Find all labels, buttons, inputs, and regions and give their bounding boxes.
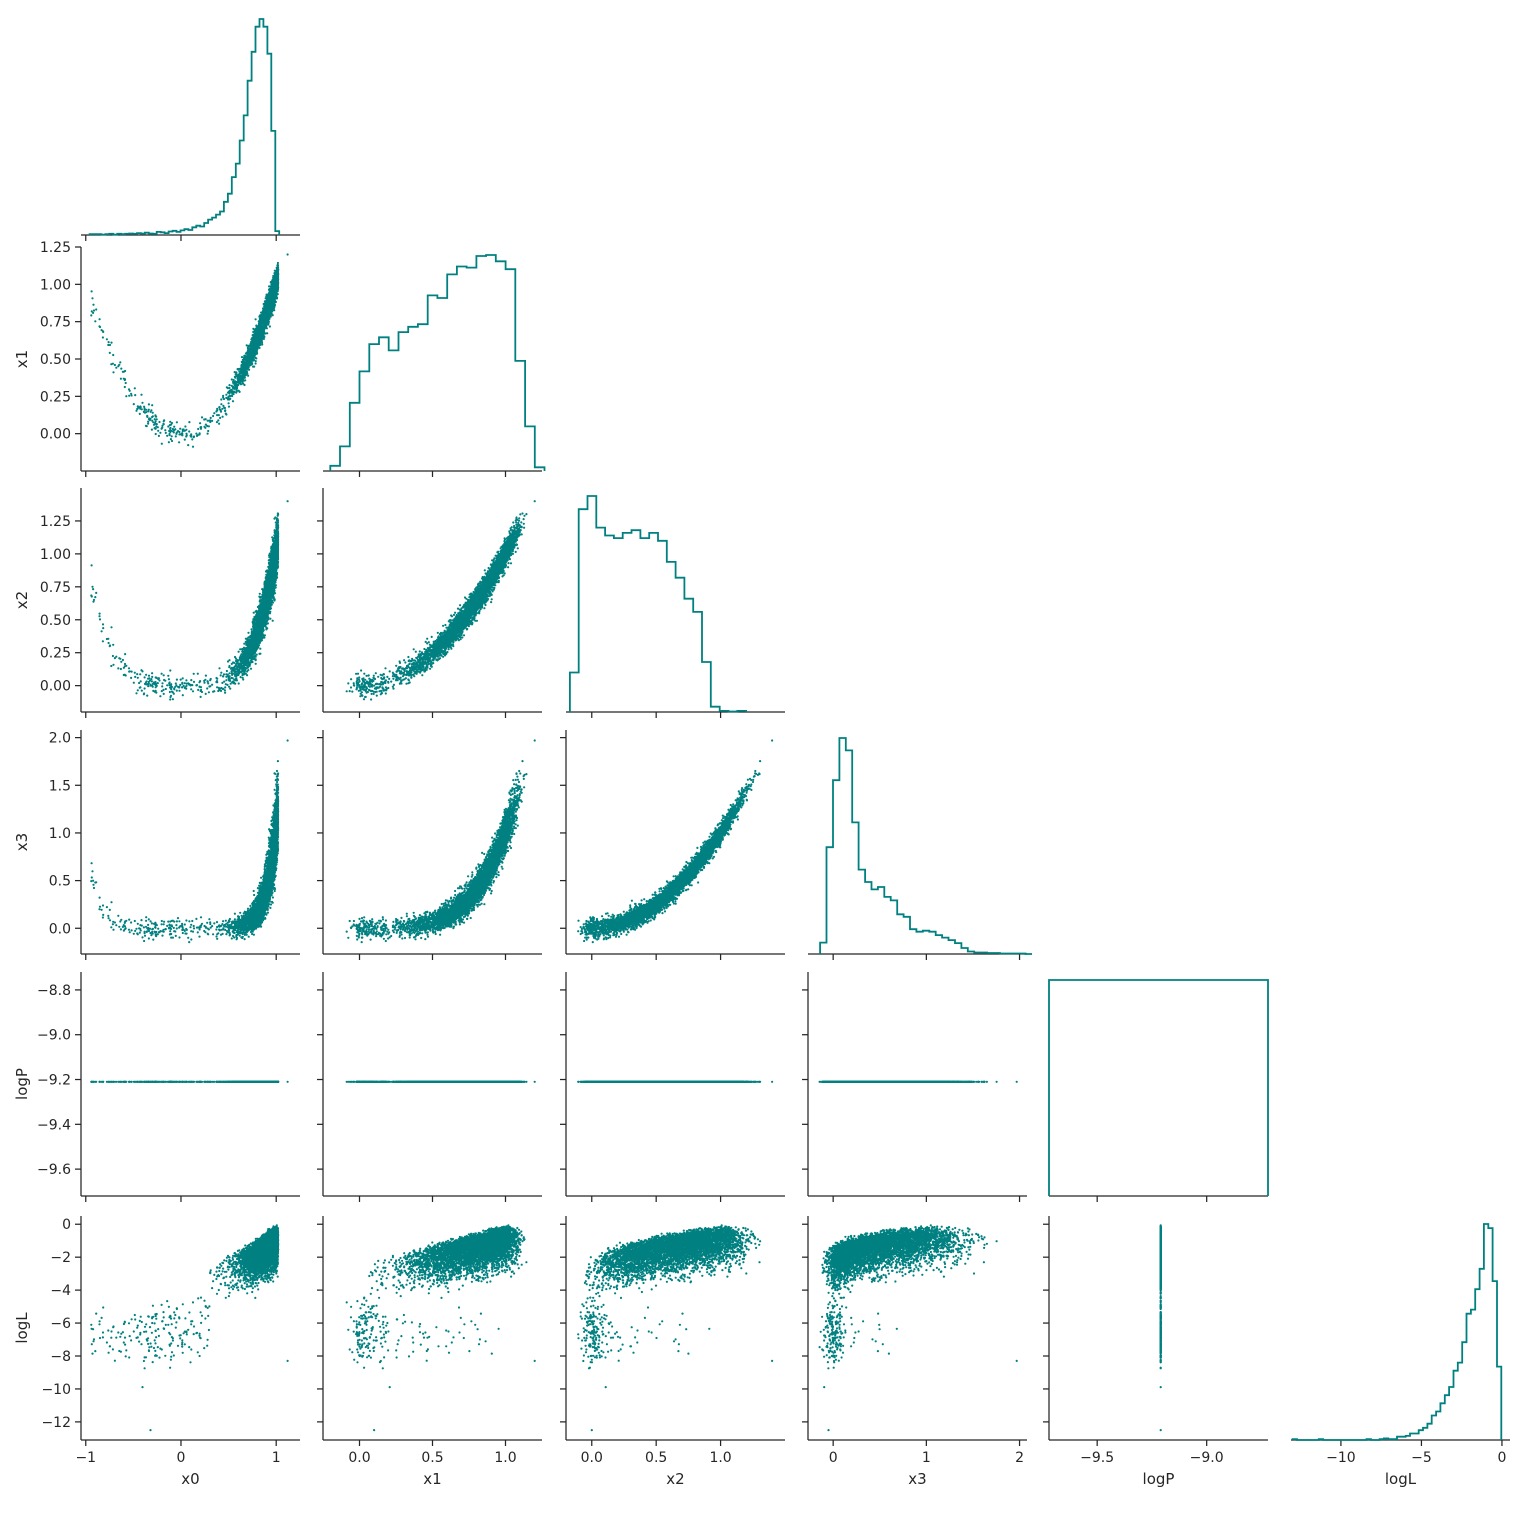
panel-x0-vs-x0 <box>81 19 300 241</box>
data-point <box>188 421 190 423</box>
data-point <box>151 429 153 431</box>
data-point <box>255 318 257 320</box>
data-point <box>102 336 104 338</box>
data-point <box>216 408 218 410</box>
data-point <box>269 325 271 327</box>
data-point <box>112 371 114 373</box>
data-point <box>228 387 230 389</box>
data-point <box>185 435 187 437</box>
data-point <box>215 410 217 412</box>
data-point <box>139 413 141 415</box>
data-point <box>145 409 147 411</box>
y-tick-label: 0.50 <box>40 352 71 368</box>
data-point <box>152 412 154 414</box>
data-point <box>92 304 94 306</box>
data-point <box>147 421 149 423</box>
y-axis-label: x1 <box>13 350 31 368</box>
plot-root: 0.00 0.25 0.50 0.75 1.00 1.25 x10.00 0.25 0.50 0.… <box>13 19 1510 1488</box>
histogram-x0 <box>90 19 280 235</box>
y-tick-label: 1.00 <box>40 277 71 293</box>
data-point <box>195 433 197 435</box>
data-point <box>92 312 94 314</box>
data-point <box>163 420 165 422</box>
data-point <box>212 415 214 417</box>
data-point <box>232 400 234 402</box>
data-point <box>155 433 157 435</box>
data-point <box>134 394 136 396</box>
data-point <box>201 416 203 418</box>
data-point <box>175 435 177 437</box>
data-point <box>277 262 279 264</box>
scatter-points <box>90 253 289 447</box>
data-point <box>219 417 221 419</box>
data-point <box>197 428 199 430</box>
y-tick-label: 0.75 <box>40 315 71 331</box>
data-point <box>159 432 161 434</box>
data-point <box>114 364 116 366</box>
data-point <box>220 403 222 405</box>
data-point <box>99 318 101 320</box>
y-tick-label: 1.25 <box>40 240 71 256</box>
data-point <box>228 384 230 386</box>
data-point <box>218 423 220 425</box>
data-point <box>91 297 93 299</box>
data-point <box>150 409 152 411</box>
data-point <box>255 362 257 364</box>
y-tick-label: 0.25 <box>40 389 71 405</box>
panel-x1-vs-x0: 0.00 0.25 0.50 0.75 1.00 1.25 x1 <box>13 240 300 477</box>
data-point <box>98 325 100 327</box>
data-point <box>158 435 160 437</box>
data-point <box>213 412 215 414</box>
data-point <box>255 357 257 359</box>
data-point <box>102 331 104 333</box>
y-tick-label: 0.00 <box>40 427 71 443</box>
data-point <box>147 423 149 425</box>
data-point <box>109 352 111 354</box>
data-point <box>108 341 110 343</box>
data-point <box>134 387 136 389</box>
data-point <box>191 438 193 440</box>
data-point <box>228 402 230 404</box>
data-point <box>95 308 97 310</box>
